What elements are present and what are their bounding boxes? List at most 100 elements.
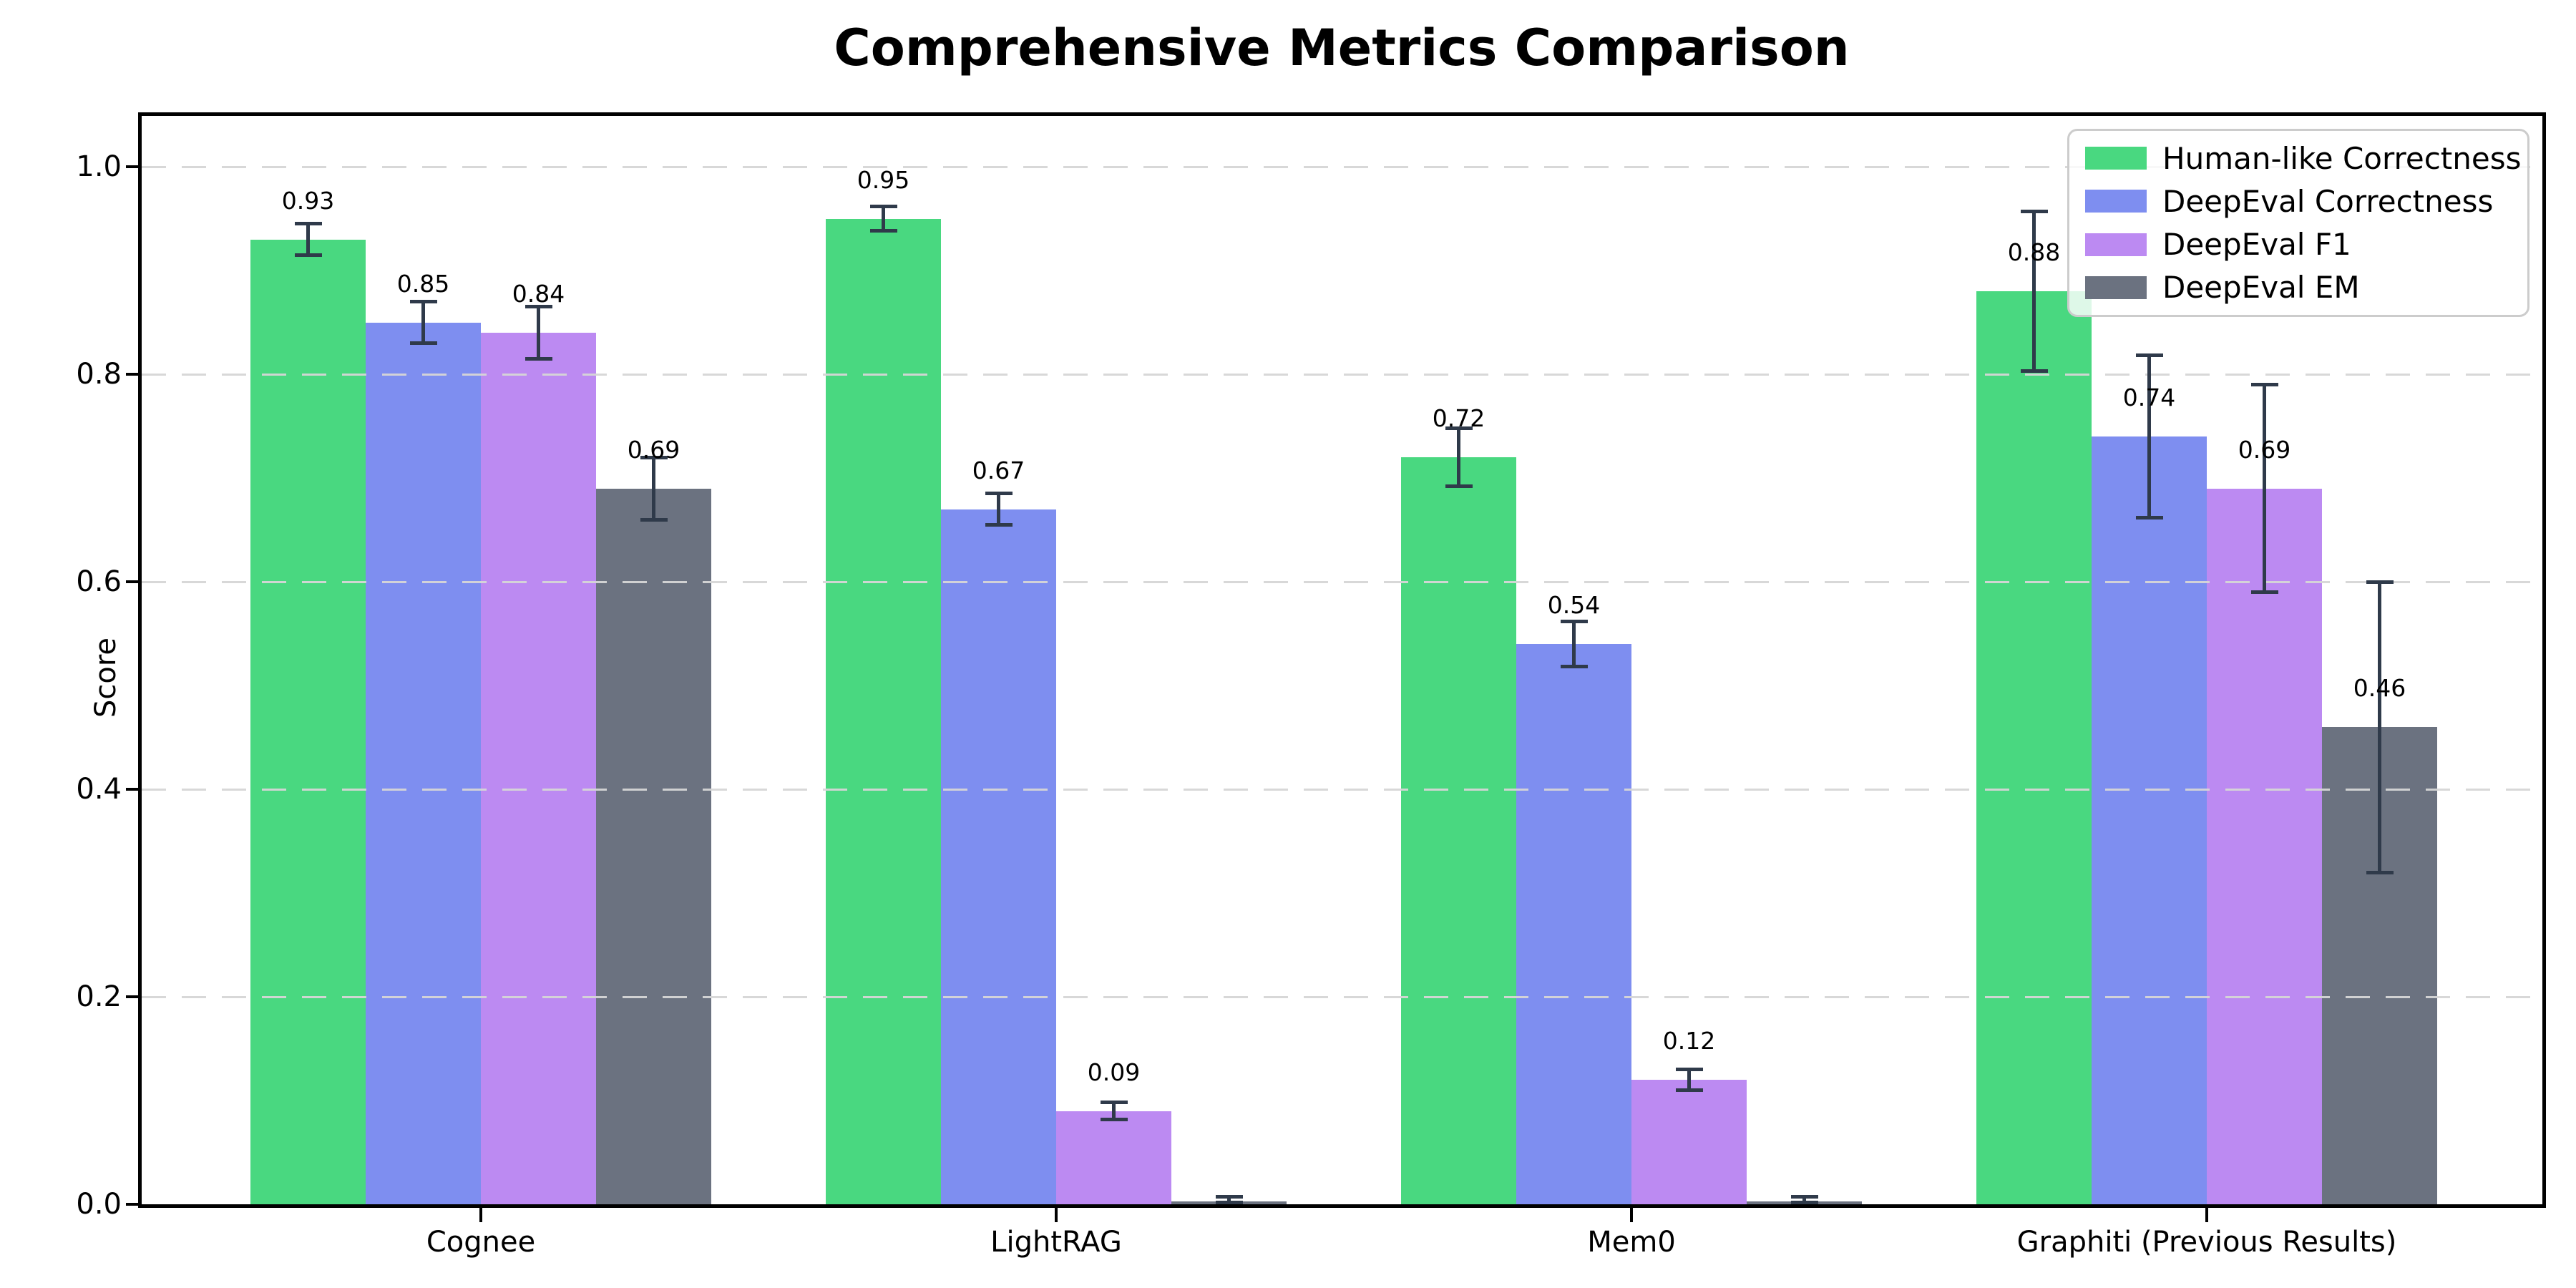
- error-bar-cap: [1100, 1117, 1128, 1121]
- bar-mem0: [1516, 644, 1631, 1204]
- y-tick-label: 0.0: [76, 1188, 122, 1221]
- y-tick-label: 1.0: [76, 150, 122, 183]
- x-axis-spine: [142, 1204, 2542, 1208]
- error-bar-cap: [1790, 1195, 1818, 1199]
- legend-entry: DeepEval F1: [2069, 225, 2527, 265]
- error-bar: [2032, 211, 2036, 371]
- x-tick: [479, 1208, 482, 1222]
- error-bar: [1572, 621, 1576, 667]
- legend-swatch-icon: [2085, 275, 2147, 299]
- y-tick-label: 0.8: [76, 358, 122, 391]
- error-bar-cap: [525, 356, 552, 361]
- error-bar-cap: [2366, 580, 2394, 584]
- error-bar-cap: [294, 222, 322, 226]
- y-tick: [126, 788, 142, 791]
- error-bar-cap: [1560, 619, 1588, 623]
- error-bar-cap: [869, 204, 897, 208]
- gridline: [142, 788, 2542, 791]
- bar-value-label: 0.74: [2122, 384, 2176, 411]
- error-bar-cap: [2250, 383, 2278, 386]
- legend-label: DeepEval Correctness: [2162, 183, 2494, 219]
- error-bar: [2263, 384, 2266, 592]
- bar-value-label: 0.72: [1432, 404, 1485, 432]
- legend-entry: DeepEval Correctness: [2069, 181, 2527, 221]
- bar-value-label: 0.93: [281, 186, 335, 215]
- bar-graphiti-previous-results: [2207, 488, 2322, 1204]
- y-axis-label: Score: [89, 637, 122, 718]
- bar-value-label: 0.88: [2007, 238, 2061, 266]
- y-axis-spine: [138, 112, 142, 1208]
- error-bar-cap: [1675, 1068, 1703, 1071]
- error-bar: [1457, 428, 1460, 487]
- legend-swatch-icon: [2085, 190, 2147, 213]
- error-bar-cap: [1560, 665, 1588, 669]
- error-bar-cap: [1675, 1088, 1703, 1092]
- legend-label: Human-like Correctness: [2162, 140, 2522, 176]
- y-tick: [126, 373, 142, 376]
- bar-cognee: [250, 239, 366, 1204]
- error-bar: [2147, 355, 2151, 518]
- error-bar-cap: [525, 305, 552, 309]
- error-bar-cap: [294, 253, 322, 257]
- error-bar: [1112, 1102, 1116, 1120]
- legend-swatch-icon: [2085, 233, 2147, 256]
- error-bar-cap: [1215, 1195, 1243, 1199]
- bar-lightrag: [1056, 1111, 1171, 1204]
- error-bar: [2378, 582, 2381, 872]
- legend-entry: DeepEval EM: [2069, 268, 2527, 308]
- gridline: [142, 165, 2542, 168]
- bar-lightrag: [941, 509, 1056, 1204]
- y-tick: [126, 580, 142, 583]
- error-bar-cap: [2135, 515, 2163, 519]
- bar-mem0: [1401, 457, 1516, 1204]
- bar-mem0: [1631, 1080, 1747, 1204]
- bar-graphiti-previous-results: [1976, 291, 2092, 1204]
- x-category-label: Graphiti (Previous Results): [2016, 1226, 2397, 1259]
- bar-value-label: 0.09: [1087, 1058, 1141, 1086]
- error-bar: [537, 306, 540, 359]
- y-tick: [126, 165, 142, 168]
- error-bar: [997, 493, 1000, 525]
- error-bar-cap: [985, 492, 1013, 496]
- bar-value-label: 0.95: [857, 165, 910, 194]
- x-category-label: LightRAG: [990, 1226, 1122, 1259]
- error-bar-cap: [409, 300, 437, 303]
- plot-area: Score 0.93 0.95 0.72 0.88 0.85 0.67 0.54 0.74 0.…: [76, 112, 2546, 1259]
- x-tick: [1630, 1208, 1633, 1222]
- bar-cognee: [596, 488, 711, 1204]
- error-bar-cap: [1100, 1101, 1128, 1105]
- gridline: [142, 580, 2542, 583]
- error-bar-cap: [640, 517, 668, 522]
- right-spine: [2542, 112, 2546, 1208]
- bar-value-label: 0.46: [2353, 674, 2406, 702]
- error-bar-cap: [2250, 590, 2278, 594]
- error-bar-cap: [2135, 353, 2163, 358]
- error-bar-cap: [2020, 369, 2048, 374]
- top-spine: [142, 112, 2542, 116]
- legend-label: DeepEval EM: [2162, 270, 2360, 306]
- error-bar-cap: [1790, 1201, 1818, 1204]
- bar-value-label: 0.12: [1662, 1027, 1716, 1055]
- error-bar: [421, 301, 425, 343]
- bar-value-label: 0.85: [396, 269, 450, 298]
- error-bar-cap: [409, 341, 437, 345]
- error-bar-cap: [2020, 209, 2048, 213]
- error-bar-cap: [985, 522, 1013, 527]
- bar-lightrag: [826, 218, 941, 1204]
- bar-cognee: [366, 322, 481, 1204]
- error-bar-cap: [1445, 426, 1473, 430]
- x-tick: [2205, 1208, 2208, 1222]
- x-tick: [1055, 1208, 1058, 1222]
- bar-cognee: [481, 333, 596, 1204]
- legend-label: DeepEval F1: [2162, 227, 2351, 263]
- error-bar: [306, 223, 310, 255]
- y-tick: [126, 995, 142, 998]
- error-bar-cap: [1445, 484, 1473, 489]
- error-bar-cap: [1215, 1201, 1243, 1204]
- bar-value-label: 0.67: [972, 456, 1025, 484]
- legend-entry: Human-like Correctness: [2069, 138, 2527, 178]
- error-bar: [1687, 1069, 1691, 1091]
- y-tick-label: 0.2: [76, 980, 122, 1013]
- y-tick-label: 0.4: [76, 773, 122, 806]
